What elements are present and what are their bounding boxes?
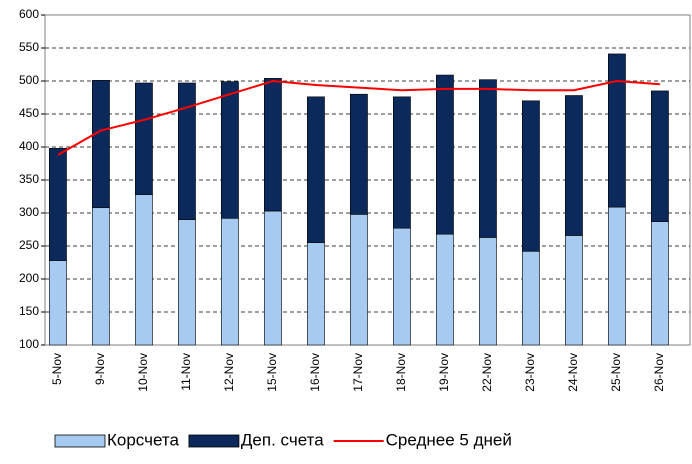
bar-segment bbox=[478, 79, 497, 238]
legend-label: Среднее 5 дней bbox=[386, 430, 512, 449]
x-tick-label: 24-Nov bbox=[566, 353, 580, 392]
y-tick-label: 500 bbox=[19, 73, 39, 87]
x-tick-label: 22-Nov bbox=[480, 353, 494, 392]
bar-segment bbox=[478, 237, 497, 346]
bar-segment bbox=[435, 74, 454, 235]
legend-label: Деп. счета bbox=[241, 430, 324, 449]
bar-segment bbox=[650, 90, 669, 222]
x-tick-label: 10-Nov bbox=[136, 353, 150, 392]
bar-segment bbox=[564, 235, 583, 346]
x-tick-label: 16-Nov bbox=[308, 353, 322, 392]
y-tick-label: 100 bbox=[19, 337, 39, 351]
bar-segment bbox=[48, 148, 67, 261]
bar-segment bbox=[607, 206, 626, 346]
bar-segment bbox=[521, 250, 540, 346]
y-tick-label: 200 bbox=[19, 271, 39, 285]
bar-segment bbox=[564, 95, 583, 236]
bar-segment bbox=[650, 221, 669, 346]
bar-segment bbox=[263, 210, 282, 346]
y-tick-label: 350 bbox=[19, 172, 39, 186]
bar-segment bbox=[306, 242, 325, 346]
y-tick-label: 450 bbox=[19, 106, 39, 120]
bar-segment bbox=[92, 80, 110, 209]
bar-segment bbox=[135, 82, 153, 195]
bar-segment bbox=[48, 260, 67, 346]
bar-segment bbox=[521, 100, 540, 252]
bar-segment bbox=[607, 53, 626, 208]
y-tick-label: 300 bbox=[19, 205, 39, 219]
y-tick-label: 400 bbox=[19, 139, 39, 153]
x-tick-label: 18-Nov bbox=[394, 353, 408, 392]
bar-segment bbox=[435, 233, 454, 346]
bar-segment bbox=[306, 96, 325, 243]
bar-segment bbox=[178, 219, 196, 346]
legend-swatch bbox=[188, 434, 240, 448]
y-tick-label: 150 bbox=[19, 304, 39, 318]
x-tick-label: 15-Nov bbox=[265, 353, 279, 392]
legend-label: Корсчета bbox=[107, 430, 179, 449]
x-tick-label: 12-Nov bbox=[222, 353, 236, 392]
bar-segment bbox=[92, 207, 110, 346]
bar-segment bbox=[221, 217, 239, 346]
y-tick-label: 250 bbox=[19, 238, 39, 252]
legend-swatch bbox=[54, 434, 106, 448]
x-tick-label: 25-Nov bbox=[609, 353, 623, 392]
bar-segment bbox=[392, 227, 411, 346]
y-tick-label: 550 bbox=[19, 40, 39, 54]
bar-segment bbox=[178, 82, 196, 220]
y-tick-label: 600 bbox=[19, 7, 39, 21]
bar-segment bbox=[263, 78, 282, 212]
bar-segment bbox=[349, 214, 368, 346]
x-tick-label: 26-Nov bbox=[652, 353, 666, 392]
bar-segment bbox=[392, 96, 411, 229]
bar-segment bbox=[221, 81, 239, 219]
x-tick-label: 5-Nov bbox=[50, 353, 64, 385]
bar-segment bbox=[135, 194, 153, 346]
x-tick-label: 23-Nov bbox=[523, 353, 537, 392]
x-tick-label: 11-Nov bbox=[179, 353, 193, 391]
x-tick-label: 19-Nov bbox=[437, 353, 451, 392]
bar-segment bbox=[349, 93, 368, 215]
x-tick-label: 17-Nov bbox=[351, 353, 365, 392]
line-series bbox=[57, 79, 660, 156]
x-tick-label: 9-Nov bbox=[93, 353, 107, 385]
